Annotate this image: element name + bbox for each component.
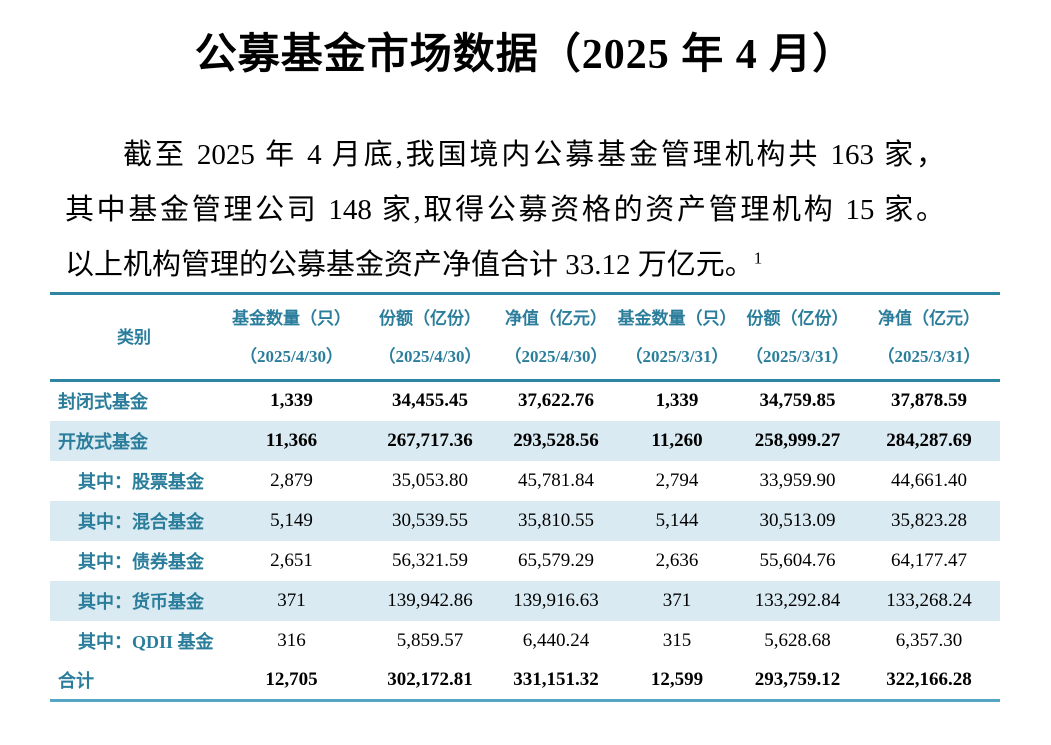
header-label: 份额（亿份） (746, 308, 849, 328)
value-cell: 12,599 (650, 668, 704, 690)
table-row: 其中：QDII 基金 316 5,859.57 6,440.24 315 5,628.68… (50, 621, 1000, 661)
value-cell: 2,794 (655, 469, 699, 491)
footnote-ref: 1 (753, 248, 763, 268)
value-cell: 1,339 (655, 390, 699, 412)
header-date: （2025/4/30） (504, 346, 608, 366)
table-row: 其中：债券基金 2,651 56,321.59 65,579.29 2,636 55,60… (50, 541, 1000, 581)
content-area: 公募基金市场数据（2025 年 4 月） (50, 0, 1000, 81)
value-cell: 11,366 (265, 429, 318, 451)
intro-line-3: 以上机构管理的公募基金资产净值合计 33.12 万亿元。1 (65, 238, 945, 293)
value-cell: 56,321.59 (392, 549, 468, 571)
row-label-cell: 其中：股票基金 (78, 471, 204, 492)
value-cell: 34,759.85 (759, 390, 836, 412)
table-body: 封闭式基金 1,339 34,455.45 37,622.76 1,339 34,759.… (50, 381, 1000, 701)
row-label-cell: 其中：混合基金 (78, 511, 204, 532)
value-cell: 316 (277, 629, 306, 651)
table-row: 其中：股票基金 2,879 35,053.80 45,781.84 2,794 33,95… (50, 461, 1000, 501)
value-cell: 302,172.81 (387, 668, 473, 690)
value-cell: 284,287.69 (886, 429, 972, 451)
table-header-row: 类别 基金数量（只） （2025/4/30） 份额（亿份） （2025/4/30） 净值（… (50, 294, 1000, 381)
table-header-cell: 基金数量（只） （2025/4/30） (218, 294, 365, 381)
table-header-cell: 净值（亿元） （2025/4/30） (495, 294, 617, 381)
intro-line-2: 其中基金管理公司 148 家,取得公募资格的资产管理机构 15 家。 (65, 194, 945, 226)
row-label-cell: 开放式基金 (58, 431, 148, 452)
header-label: 净值（亿元） (505, 308, 607, 328)
row-label-cell: 其中：货币基金 (78, 591, 204, 612)
value-cell: 293,528.56 (513, 429, 599, 451)
value-cell: 139,942.86 (387, 589, 473, 611)
value-cell: 65,579.29 (518, 549, 594, 571)
value-cell: 5,149 (270, 509, 313, 531)
value-cell: 133,268.24 (886, 589, 972, 611)
table-header-cell: 份额（亿份） （2025/3/31） (737, 294, 858, 381)
header-date: （2025/4/30） (378, 346, 482, 366)
header-date: （2025/3/31） (625, 346, 729, 366)
intro-line-3-text: 以上机构管理的公募基金资产净值合计 33.12 万亿元。 (65, 249, 754, 281)
value-cell: 11,260 (651, 429, 703, 451)
table-header-cell: 类别 (50, 294, 218, 381)
intro-paragraph: 截至 2025 年 4 月底,我国境内公募基金管理机构共 163 家， 其中基金… (65, 128, 945, 293)
value-cell: 30,513.09 (759, 509, 836, 531)
fund-data-table: 类别 基金数量（只） （2025/4/30） 份额（亿份） （2025/4/30） 净值（… (50, 292, 1000, 702)
header-label: 份额（亿份） (379, 308, 481, 328)
value-cell: 35,810.55 (518, 509, 594, 531)
table-header-cell: 份额（亿份） （2025/4/30） (365, 294, 495, 381)
table-row: 封闭式基金 1,339 34,455.45 37,622.76 1,339 34,759.… (50, 381, 1000, 421)
value-cell: 35,053.80 (392, 469, 468, 491)
value-cell: 37,622.76 (518, 390, 594, 412)
table-row: 合计 12,705 302,172.81 331,151.32 12,599 293,75… (50, 661, 1000, 701)
value-cell: 371 (277, 589, 306, 611)
header-label: 净值（亿元） (878, 308, 980, 328)
value-cell: 33,959.90 (759, 469, 836, 491)
value-cell: 2,651 (270, 549, 313, 571)
value-cell: 64,177.47 (891, 549, 967, 571)
value-cell: 2,636 (655, 549, 699, 571)
value-cell: 133,292.84 (754, 589, 841, 611)
value-cell: 30,539.55 (392, 509, 468, 531)
header-date: （2025/3/31） (746, 346, 849, 366)
row-label-cell: 合计 (58, 670, 94, 691)
page-title: 公募基金市场数据（2025 年 4 月） (194, 32, 856, 78)
value-cell: 2,879 (270, 469, 313, 491)
value-cell: 5,144 (655, 509, 699, 531)
value-cell: 331,151.32 (513, 668, 599, 690)
table-header-cell: 净值（亿元） （2025/3/31） (858, 294, 1000, 381)
header-label: 类别 (117, 327, 151, 347)
value-cell: 55,604.76 (759, 549, 836, 571)
value-cell: 267,717.36 (387, 429, 473, 451)
value-cell: 371 (662, 589, 692, 611)
value-cell: 45,781.84 (518, 469, 594, 491)
value-cell: 5,859.57 (396, 629, 464, 651)
value-cell: 12,705 (265, 668, 318, 690)
row-label-cell: 其中：债券基金 (78, 551, 204, 572)
value-cell: 6,440.24 (522, 629, 590, 651)
header-date: （2025/4/30） (240, 346, 343, 366)
header-date: （2025/3/31） (877, 346, 981, 366)
value-cell: 139,916.63 (513, 589, 599, 611)
value-cell: 315 (662, 629, 692, 651)
table-row: 其中：货币基金 371 139,942.86 139,916.63 371 133,292… (50, 580, 1000, 621)
value-cell: 322,166.28 (886, 668, 972, 690)
value-cell: 34,455.45 (392, 390, 468, 412)
header-label: 基金数量（只） (617, 308, 737, 328)
value-cell: 1,339 (270, 390, 313, 412)
value-cell: 35,823.28 (891, 509, 967, 531)
row-label-cell: 封闭式基金 (58, 392, 148, 413)
intro-line-1: 截至 2025 年 4 月底,我国境内公募基金管理机构共 163 家， (123, 139, 945, 171)
value-cell: 258,999.27 (754, 429, 841, 451)
table-header-cell: 基金数量（只） （2025/3/31） (617, 294, 737, 381)
table-row: 其中：混合基金 5,149 30,539.55 35,810.55 5,144 30,51… (50, 500, 1000, 541)
row-label-cell: 其中：QDII 基金 (78, 631, 214, 652)
value-cell: 5,628.68 (764, 629, 831, 651)
value-cell: 37,878.59 (891, 390, 967, 412)
value-cell: 6,357.30 (895, 629, 963, 651)
table-row: 开放式基金 11,366 267,717.36 293,528.56 11,260 258… (50, 420, 1000, 461)
header-label: 基金数量（只） (232, 308, 351, 328)
value-cell: 293,759.12 (754, 668, 841, 690)
value-cell: 44,661.40 (891, 469, 967, 491)
table-header: 类别 基金数量（只） （2025/4/30） 份额（亿份） （2025/4/30） 净值（… (50, 294, 1000, 381)
